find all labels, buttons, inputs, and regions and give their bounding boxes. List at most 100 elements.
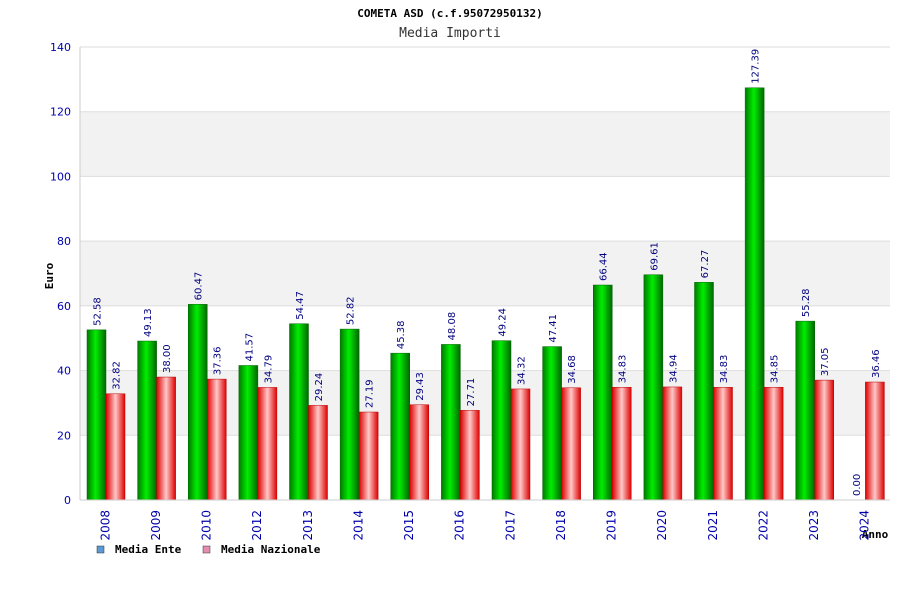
x-tick-label: 2019 bbox=[605, 510, 619, 541]
value-label: 29.43 bbox=[415, 372, 426, 401]
bar-media-nazionale bbox=[713, 387, 733, 501]
bar-media-ente bbox=[643, 274, 664, 501]
background-band bbox=[80, 47, 890, 112]
bar-media-ente bbox=[238, 365, 259, 501]
x-tick-label: 2016 bbox=[453, 510, 467, 541]
value-label: 54.47 bbox=[295, 291, 306, 320]
value-label: 41.57 bbox=[244, 333, 255, 362]
bar-media-nazionale bbox=[460, 410, 480, 501]
value-labels: 52.58 32.82 49.13 38.00 60.47 37.36 41.57 34.79… bbox=[93, 49, 882, 496]
bars bbox=[86, 87, 885, 501]
x-tick-label: 2022 bbox=[756, 510, 770, 541]
x-tick-label: 2008 bbox=[98, 510, 112, 541]
y-tick-label: 60 bbox=[57, 300, 71, 313]
bar-media-nazionale bbox=[156, 376, 176, 501]
x-tick-label: 2015 bbox=[402, 510, 416, 541]
bar-media-nazionale bbox=[662, 386, 683, 501]
bar-media-nazionale bbox=[257, 387, 278, 501]
bar-media-nazionale bbox=[409, 404, 429, 501]
value-label: 47.41 bbox=[548, 314, 559, 343]
x-tick-label: 2012 bbox=[250, 510, 264, 541]
legend-label-media-ente: Media Ente bbox=[115, 543, 182, 556]
value-label: 0.00 bbox=[852, 474, 863, 496]
bar-media-ente bbox=[289, 323, 309, 501]
value-label: 38.00 bbox=[162, 344, 173, 373]
bar-media-ente bbox=[694, 282, 714, 501]
x-tick-label: 2018 bbox=[554, 510, 568, 541]
value-label: 34.83 bbox=[618, 355, 629, 384]
bar-media-nazionale bbox=[308, 405, 328, 501]
value-label: 27.19 bbox=[365, 379, 376, 408]
value-label: 49.13 bbox=[143, 308, 154, 337]
x-tick-label: 2023 bbox=[807, 510, 821, 541]
bar-media-ente bbox=[795, 320, 815, 501]
value-label: 67.27 bbox=[700, 250, 711, 279]
value-label: 55.28 bbox=[801, 288, 812, 317]
value-label: 48.08 bbox=[447, 312, 458, 341]
value-label: 37.36 bbox=[213, 346, 224, 375]
x-tick-label: 2024 bbox=[858, 510, 872, 541]
x-axis-ticks: 2008 2009 2010 2012 2013 2014 2015 2016 2017 2018… bbox=[98, 510, 871, 541]
y-tick-label: 40 bbox=[57, 365, 71, 378]
bar-media-nazionale bbox=[865, 381, 885, 501]
bar-media-ente bbox=[744, 87, 765, 501]
bar-media-ente bbox=[441, 344, 461, 501]
y-tick-label: 140 bbox=[50, 41, 71, 54]
bar-media-ente bbox=[542, 346, 562, 501]
bar-media-nazionale bbox=[612, 387, 632, 501]
x-tick-label: 2013 bbox=[301, 510, 315, 541]
value-label: 27.71 bbox=[466, 378, 477, 407]
x-tick-label: 2010 bbox=[200, 510, 214, 541]
y-axis-label: Euro bbox=[43, 262, 56, 289]
bar-media-nazionale bbox=[358, 411, 379, 501]
value-label: 66.44 bbox=[599, 252, 610, 281]
x-axis-label: Anno bbox=[862, 528, 889, 541]
x-tick-label: 2021 bbox=[706, 510, 720, 541]
value-label: 52.58 bbox=[93, 297, 104, 326]
bar-media-ente bbox=[86, 329, 107, 501]
value-label: 127.39 bbox=[751, 49, 762, 84]
background-band bbox=[80, 176, 890, 242]
x-tick-label: 2017 bbox=[503, 510, 517, 541]
legend-swatch-media-ente bbox=[96, 545, 105, 554]
value-label: 29.24 bbox=[314, 373, 325, 402]
bar-media-ente bbox=[593, 284, 613, 501]
value-label: 52.82 bbox=[346, 296, 357, 325]
bar-media-nazionale bbox=[510, 388, 531, 501]
legend-label-media-nazionale: Media Nazionale bbox=[221, 543, 321, 556]
value-label: 69.61 bbox=[649, 242, 660, 271]
y-axis-ticks: 0 20 40 60 80 100 120 140 bbox=[50, 41, 71, 507]
background-band bbox=[80, 111, 890, 177]
y-tick-label: 100 bbox=[50, 170, 71, 183]
value-label: 60.47 bbox=[194, 272, 205, 301]
y-tick-label: 0 bbox=[64, 494, 71, 507]
value-label: 37.05 bbox=[820, 347, 831, 376]
bar-media-ente bbox=[390, 352, 410, 501]
value-label: 34.94 bbox=[668, 354, 679, 383]
bar-media-nazionale bbox=[814, 379, 834, 501]
value-label: 32.82 bbox=[112, 361, 123, 390]
bar-media-nazionale bbox=[763, 386, 784, 501]
value-label: 45.38 bbox=[396, 321, 407, 350]
value-label: 36.46 bbox=[871, 349, 882, 378]
legend: Media Ente Media Nazionale bbox=[96, 543, 321, 556]
bar-media-ente bbox=[137, 340, 157, 501]
bar-media-nazionale bbox=[207, 378, 227, 501]
value-label: 49.24 bbox=[498, 308, 509, 337]
x-tick-label: 2014 bbox=[351, 510, 365, 541]
value-label: 34.79 bbox=[263, 355, 274, 384]
y-tick-label: 80 bbox=[57, 235, 71, 248]
y-tick-label: 120 bbox=[50, 106, 71, 119]
bar-media-nazionale bbox=[105, 393, 126, 501]
value-label: 34.85 bbox=[770, 355, 781, 384]
bar-media-ente bbox=[188, 304, 208, 501]
chart-title: COMETA ASD (c.f.95072950132) bbox=[357, 7, 542, 20]
y-tick-label: 20 bbox=[57, 429, 71, 442]
value-label: 34.68 bbox=[567, 355, 578, 384]
value-label: 34.83 bbox=[719, 355, 730, 384]
bar-media-nazionale bbox=[561, 387, 581, 501]
legend-swatch-media-nazionale bbox=[202, 545, 211, 554]
x-tick-label: 2020 bbox=[655, 510, 669, 541]
chart-subtitle: Media Importi bbox=[399, 26, 501, 41]
